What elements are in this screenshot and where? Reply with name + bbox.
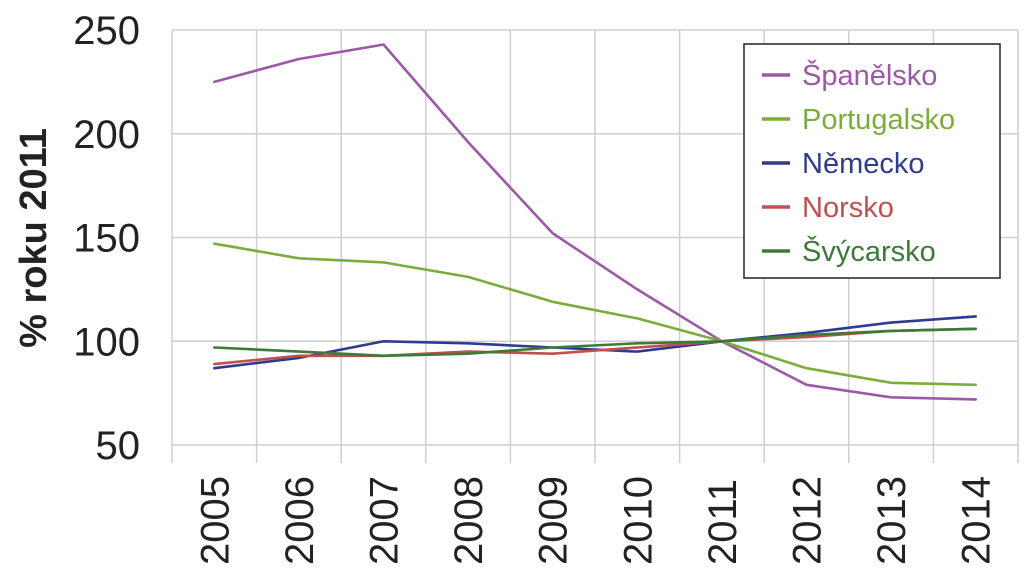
y-tick-label: 250 [73,9,140,53]
legend: Španělsko Portugalsko Německo Norsko Švýcars… [743,43,1001,279]
series-line-4 [213,327,978,358]
x-tick-label: 2005 [193,476,237,565]
x-tick-label: 2009 [532,476,576,565]
x-axis-ticks: 2005 2006 2007 2008 2009 2010 2011 2012 2013 2014 [193,476,998,565]
series-line-0 [213,43,978,401]
y-axis-ticks: 50 100 150 200 250 [73,9,140,468]
series-lines [213,43,978,401]
y-tick-label: 200 [73,113,140,157]
legend-label: Portugalsko [802,104,955,136]
x-tick-label: 2008 [447,476,491,565]
x-tick-label: 2011 [701,479,745,565]
y-tick-label: 100 [73,320,140,364]
legend-label: Norsko [802,192,894,224]
y-tick-label: 50 [96,424,141,468]
x-tick-label: 2006 [278,476,322,565]
x-tick-label: 2013 [870,476,914,565]
legend-label: Španělsko [802,58,937,92]
x-tick-label: 2014 [955,476,999,565]
x-tick-label: 2012 [786,476,830,565]
series-line-1 [213,242,978,387]
legend-label: Švýcarsko [802,234,936,268]
legend-label: Německo [802,148,925,180]
legend-box [743,43,1001,279]
y-tick-label: 150 [73,217,140,261]
x-tick-label: 2007 [363,476,407,565]
x-tick-label: 2010 [616,476,660,565]
y-axis-label: % roku 2011 [13,128,55,348]
